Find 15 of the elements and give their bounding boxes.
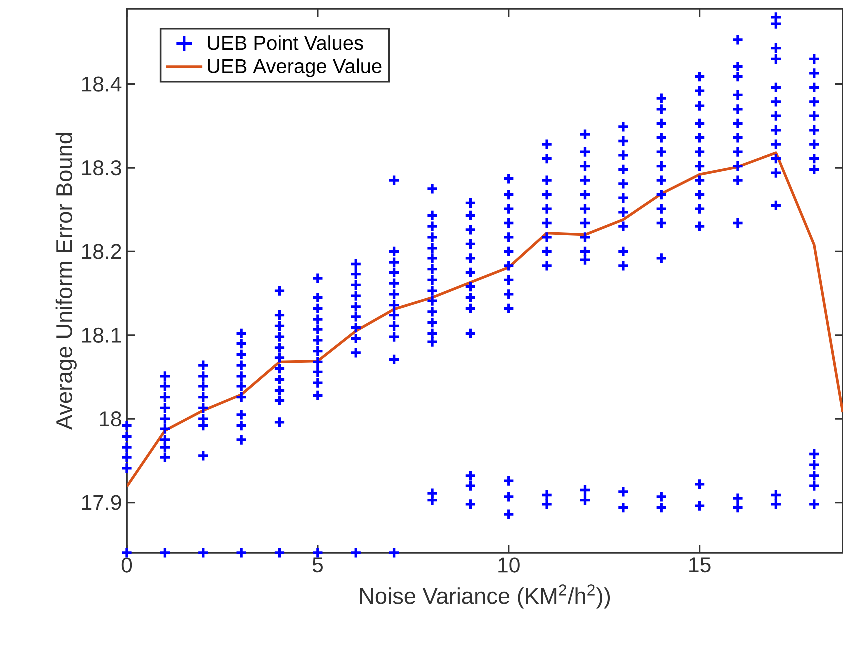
x-tick-label: 0 — [122, 558, 132, 573]
y-tick-label: 18.4 — [82, 76, 122, 92]
x-tick-label: 15 — [690, 558, 711, 573]
x-axis-title: Noise Variance (KM$^{2}$/h$^{2}$)) — [360, 584, 610, 609]
legend-label: UEB Point Values — [208, 36, 364, 50]
y-tick-label: 18 — [100, 412, 122, 427]
x-tick-label: 5 — [312, 558, 323, 573]
legend-label: UEB Average Value — [208, 58, 382, 78]
y-tick-label: 18.1 — [82, 328, 122, 343]
y-tick-label: 17.9 — [82, 495, 122, 510]
y-tick-label: 18.2 — [82, 244, 122, 260]
line-series — [127, 152, 843, 488]
y-tick-label: 18.3 — [82, 160, 122, 176]
x-tick-label: 10 — [498, 558, 520, 573]
y-axis-title: Average Uniform Error Bound — [56, 133, 77, 430]
